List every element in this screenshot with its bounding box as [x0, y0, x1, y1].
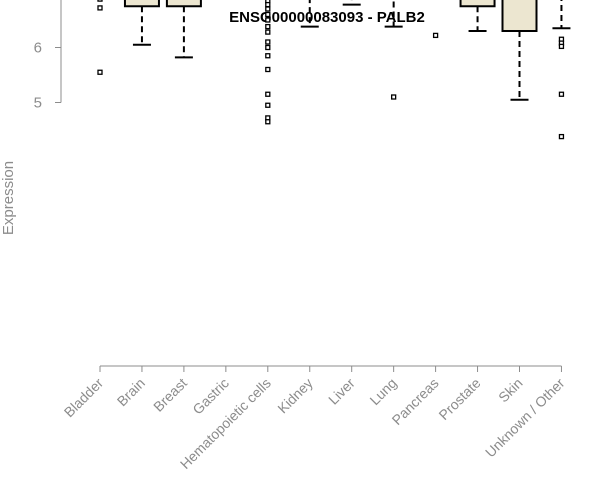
x-tick-label: Liver: [325, 375, 358, 408]
x-tick-label: Kidney: [274, 375, 316, 417]
outlier-point: [265, 39, 271, 45]
x-tick-label: Pancreas: [389, 375, 442, 428]
y-axis-label: Expression: [0, 161, 17, 235]
boxes-group: [97, 0, 571, 140]
y-tick-label: 5: [34, 95, 42, 112]
outlier-point: [558, 133, 565, 140]
x-tick-label: Prostate: [435, 375, 483, 423]
box-pancreas: [432, 32, 439, 39]
box-unknown-other: [552, 0, 571, 140]
outlier-point: [265, 102, 271, 108]
box-hematopoietic-cells: [265, 0, 271, 125]
box-kidney: [300, 0, 319, 28]
iqr-box: [123, 0, 160, 8]
outlier-point: [265, 91, 271, 97]
y-tick-label: 7: [34, 0, 42, 2]
box-bladder: [97, 0, 103, 75]
outlier-point: [265, 17, 271, 23]
box-prostate: [459, 0, 496, 32]
outlier-point: [265, 23, 271, 30]
outlier-point: [390, 94, 397, 100]
y-axis: 5678910: [34, 0, 62, 112]
outlier-point: [97, 0, 103, 2]
outlier-point: [432, 32, 439, 39]
outlier-point: [265, 6, 271, 12]
outlier-point: [265, 11, 271, 18]
outlier-point: [558, 43, 565, 50]
iqr-box: [459, 0, 496, 8]
x-tick-label: Breast: [150, 375, 190, 415]
box-liver: [342, 0, 361, 6]
box-skin: [501, 0, 538, 101]
iqr-box: [501, 0, 538, 32]
x-tick-label: Bladder: [61, 375, 107, 421]
outlier-point: [265, 119, 271, 125]
box-breast: [165, 0, 202, 59]
outlier-point: [558, 91, 565, 97]
y-tick-label: 6: [34, 40, 42, 57]
x-tick-label: Unknown / Other: [482, 375, 568, 461]
outlier-point: [97, 69, 103, 75]
x-tick-label: Skin: [495, 375, 526, 406]
box-brain: [123, 0, 160, 46]
outlier-point: [265, 66, 271, 73]
outlier-point: [97, 5, 103, 11]
chart-title: ENSG00000083093 - PALB2: [229, 9, 425, 26]
x-tick-label: Brain: [114, 375, 148, 409]
outlier-point: [265, 1, 271, 8]
outlier-point: [265, 29, 271, 35]
outlier-point: [265, 44, 271, 51]
x-tick-label: Lung: [366, 375, 399, 408]
outlier-point: [265, 53, 271, 59]
iqr-box: [165, 0, 202, 8]
box-lung: [384, 0, 403, 100]
